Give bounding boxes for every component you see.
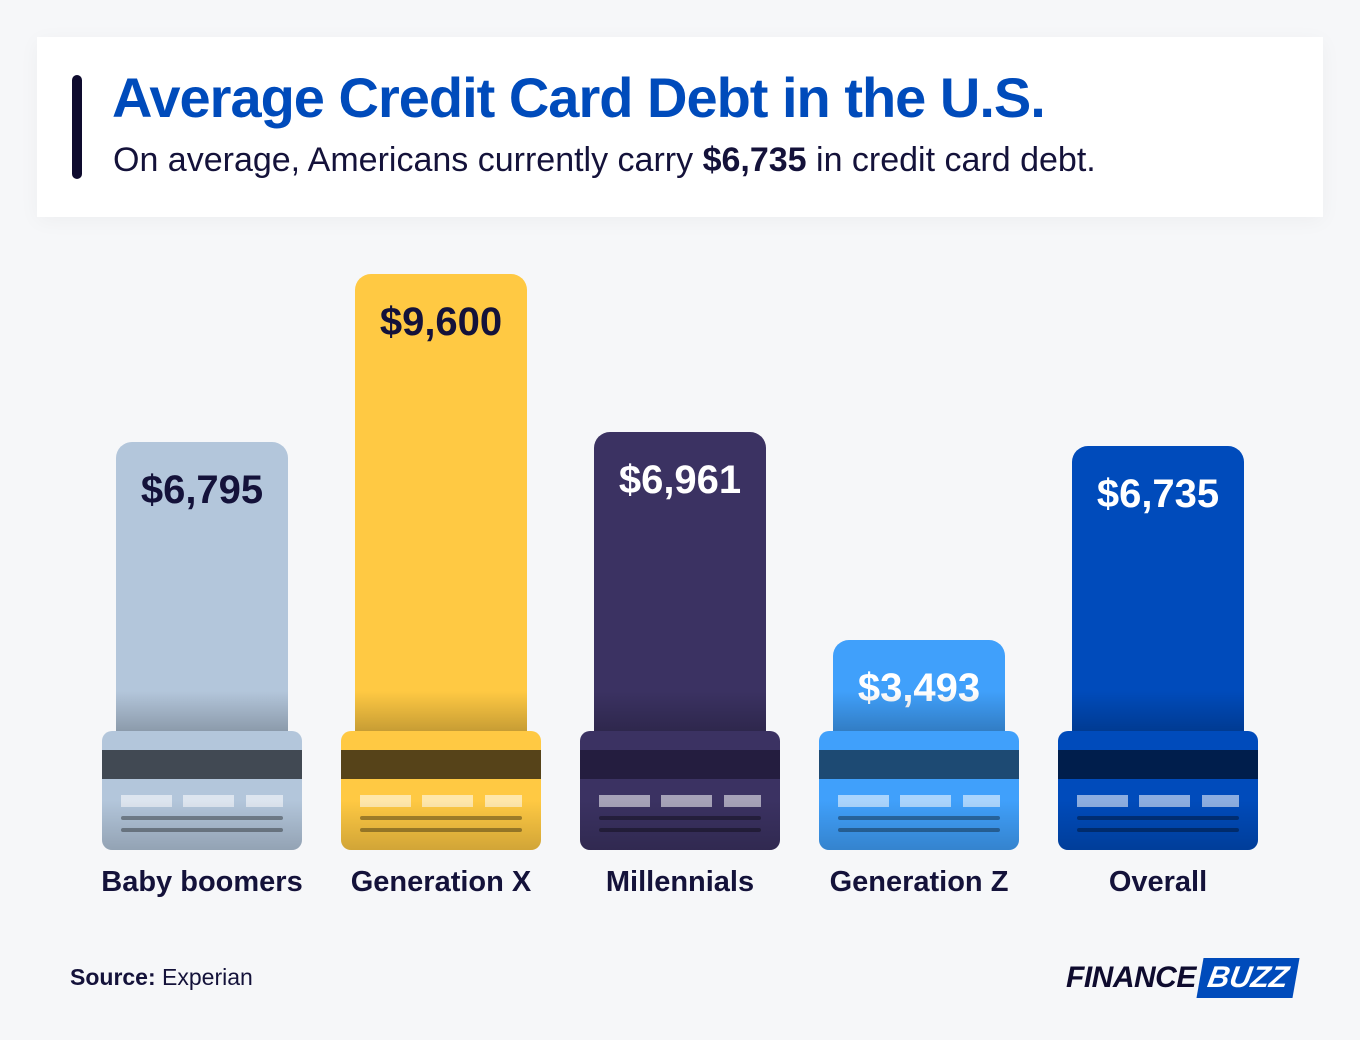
credit-card-icon — [1058, 731, 1258, 850]
data-label: $6,961 — [618, 458, 742, 503]
category-label: Generation Z — [829, 866, 1009, 898]
bar-1: $9,600 — [355, 274, 527, 731]
chart-title: Average Credit Card Debt in the U.S. — [112, 66, 1046, 129]
credit-card-icon — [819, 731, 1019, 850]
source-note: Source: Experian — [70, 964, 253, 990]
bar-shadow — [833, 690, 1005, 731]
credit-card-icon — [102, 731, 302, 850]
bar-0: $6,795 — [116, 442, 288, 731]
credit-card-icon — [341, 731, 541, 850]
data-label: $3,493 — [857, 666, 981, 711]
header-panel: Average Credit Card Debt in the U.S. On … — [37, 37, 1323, 217]
data-label: $6,735 — [1096, 471, 1220, 516]
financebuzz-logo: FINANCE BUZZ — [1066, 958, 1300, 998]
bar-shadow — [1072, 690, 1244, 731]
bar-4: $6,735 — [1072, 445, 1244, 731]
bar-shadow — [355, 691, 527, 731]
category-label: Millennials — [605, 866, 755, 898]
bar-shadow — [594, 690, 766, 731]
category-label: Baby boomers — [101, 866, 303, 898]
bar-shadow — [116, 690, 288, 731]
chart-subtitle: On average, Americans currently carry $6… — [113, 141, 1096, 179]
data-label: $9,600 — [379, 300, 503, 344]
accent-bar — [72, 75, 82, 179]
category-label: Generation X — [350, 866, 532, 898]
bar-3: $3,493 — [833, 640, 1005, 731]
bar-2: $6,961 — [594, 432, 766, 731]
data-label: $6,795 — [140, 468, 264, 513]
category-label: Overall — [1108, 866, 1208, 898]
credit-card-icon — [580, 731, 780, 850]
